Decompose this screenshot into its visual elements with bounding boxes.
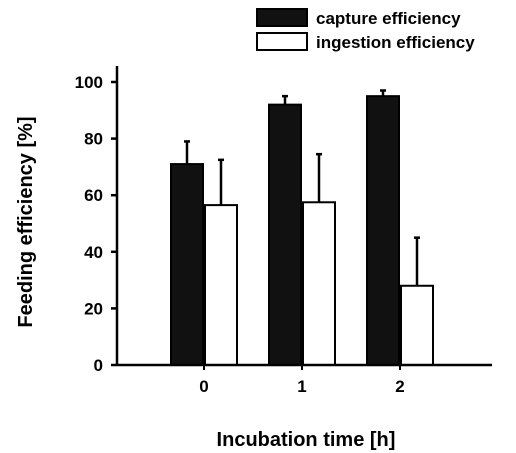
bar-ingestion-2 <box>400 284 434 367</box>
x-axis-label: Incubation time [h] <box>217 429 396 451</box>
error-bars <box>184 89 420 286</box>
x-ticks: 0 1 2 <box>199 365 405 396</box>
legend-swatch-capture <box>256 8 308 27</box>
y-tick-label: 0 <box>94 356 103 375</box>
bar-ingestion-1 <box>302 201 336 366</box>
y-ticks: 0 20 40 60 80 100 <box>75 73 117 375</box>
y-tick-label: 20 <box>84 299 103 318</box>
axes <box>115 66 492 367</box>
legend: capture efficiency ingestion efficiency <box>256 8 475 52</box>
y-tick-label: 40 <box>84 243 103 262</box>
legend-label-ingestion: ingestion efficiency <box>316 33 475 52</box>
bars <box>170 95 434 367</box>
bar-capture-0 <box>170 163 204 366</box>
bar-ingestion-0 <box>204 204 238 366</box>
y-tick-label: 100 <box>75 73 103 92</box>
y-axis-label: Feeding efficiency [%] <box>15 116 37 327</box>
x-tick-label: 0 <box>199 377 208 396</box>
legend-label-capture: capture efficiency <box>316 9 461 28</box>
bar-capture-1 <box>268 103 302 366</box>
x-tick-label: 2 <box>395 377 404 396</box>
y-tick-label: 60 <box>84 186 103 205</box>
legend-swatch-ingestion <box>256 32 308 51</box>
bar-capture-2 <box>366 95 400 367</box>
x-tick-label: 1 <box>297 377 306 396</box>
y-tick-label: 80 <box>84 130 103 149</box>
